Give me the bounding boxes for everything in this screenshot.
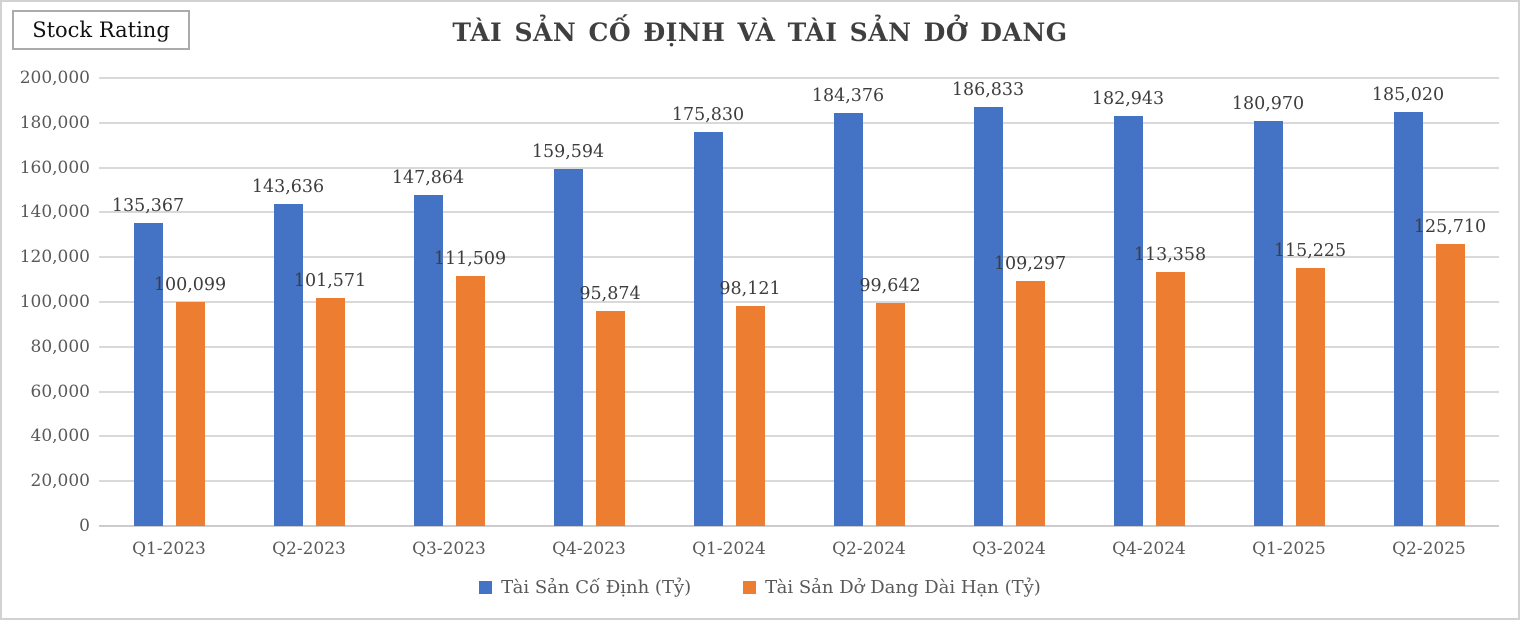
y-tick-label: 20,000 [30, 471, 90, 492]
gridline [99, 390, 1499, 393]
data-label: 147,864 [391, 167, 465, 188]
x-tick-label: Q3-2023 [412, 539, 486, 559]
data-label: 113,358 [1133, 245, 1207, 266]
y-tick-label: 180,000 [19, 112, 90, 133]
data-label: 184,376 [811, 85, 885, 106]
legend-label: Tài Sản Dở Dang Dài Hạn (Tỷ) [765, 577, 1041, 598]
bar-assets-in-progress [1435, 244, 1465, 526]
y-tick-label: 120,000 [19, 247, 90, 268]
data-label: 115,225 [1273, 240, 1347, 261]
data-label: 109,297 [993, 254, 1067, 275]
gridline [99, 301, 1499, 303]
legend: Tài Sản Cố Định (Tỷ) Tài Sản Dở Dang Dài … [2, 577, 1518, 598]
legend-item: Tài Sản Cố Định (Tỷ) [479, 577, 691, 598]
y-tick-label: 100,000 [19, 292, 90, 312]
bar-fixed-assets [413, 194, 443, 526]
gridline [99, 345, 1499, 348]
bar-fixed-assets [693, 132, 723, 526]
bar-fixed-assets [133, 222, 163, 526]
y-tick-label: 60,000 [30, 381, 90, 402]
bar-fixed-assets [553, 168, 583, 526]
gridline [99, 121, 1499, 124]
data-label: 99,642 [859, 275, 921, 296]
bar-fixed-assets [1113, 116, 1143, 526]
x-tick-label: Q2-2023 [272, 539, 346, 559]
data-label: 100,099 [153, 274, 227, 295]
bar-assets-in-progress [595, 311, 625, 526]
gridline [99, 256, 1499, 259]
stock-rating-label: Stock Rating [32, 18, 170, 42]
data-label: 182,943 [1091, 89, 1165, 110]
legend-item: Tài Sản Dở Dang Dài Hạn (Tỷ) [743, 577, 1041, 598]
y-tick-label: 200,000 [19, 68, 90, 88]
y-tick-label: 40,000 [30, 426, 90, 447]
gridline [99, 480, 1499, 483]
legend-swatch-icon [743, 581, 757, 594]
bar-assets-in-progress [735, 306, 765, 526]
y-tick-label: 80,000 [30, 336, 90, 357]
x-tick-label: Q2-2024 [832, 539, 906, 559]
stock-rating-badge: Stock Rating [12, 10, 190, 50]
legend-swatch-icon [479, 581, 493, 594]
data-label: 135,367 [111, 195, 185, 216]
data-label: 143,636 [251, 177, 325, 198]
x-tick-label: Q3-2024 [972, 539, 1046, 559]
data-label: 185,020 [1371, 84, 1445, 105]
x-tick-label: Q4-2023 [552, 539, 626, 559]
bar-fixed-assets [273, 204, 303, 526]
data-label: 159,594 [531, 141, 605, 162]
data-label: 186,833 [951, 80, 1025, 101]
gridline [99, 77, 1499, 79]
y-tick-label: 0 [79, 516, 90, 536]
x-tick-label: Q1-2023 [132, 539, 206, 559]
bar-fixed-assets [1253, 120, 1283, 526]
data-label: 95,874 [579, 284, 641, 305]
bar-assets-in-progress [1015, 281, 1045, 526]
data-label: 98,121 [719, 279, 781, 300]
bar-assets-in-progress [315, 298, 345, 526]
bar-fixed-assets [1393, 111, 1423, 526]
gridline [99, 435, 1499, 438]
x-tick-label: Q1-2024 [692, 539, 766, 559]
x-tick-label: Q2-2025 [1392, 539, 1466, 559]
data-label: 111,509 [433, 249, 507, 270]
legend-label: Tài Sản Cố Định (Tỷ) [501, 577, 692, 598]
data-label: 125,710 [1413, 217, 1487, 238]
x-axis-line [99, 525, 1499, 527]
chart-title: TÀI SẢN CỐ ĐỊNH VÀ TÀI SẢN DỞ DANG [452, 18, 1068, 47]
gridline [99, 211, 1499, 214]
data-label: 175,830 [671, 105, 745, 126]
x-tick-label: Q1-2025 [1252, 539, 1326, 559]
bar-assets-in-progress [1155, 272, 1185, 526]
gridline [99, 166, 1499, 169]
bar-assets-in-progress [1295, 267, 1325, 526]
bar-assets-in-progress [175, 301, 205, 526]
y-tick-label: 160,000 [19, 157, 90, 178]
bar-assets-in-progress [455, 276, 485, 526]
data-label: 101,571 [293, 271, 367, 292]
data-label: 180,970 [1231, 93, 1305, 114]
bar-assets-in-progress [875, 302, 905, 526]
bar-fixed-assets [973, 107, 1003, 526]
y-tick-label: 140,000 [19, 202, 90, 223]
bar-fixed-assets [833, 112, 863, 526]
x-tick-label: Q4-2024 [1112, 539, 1186, 559]
